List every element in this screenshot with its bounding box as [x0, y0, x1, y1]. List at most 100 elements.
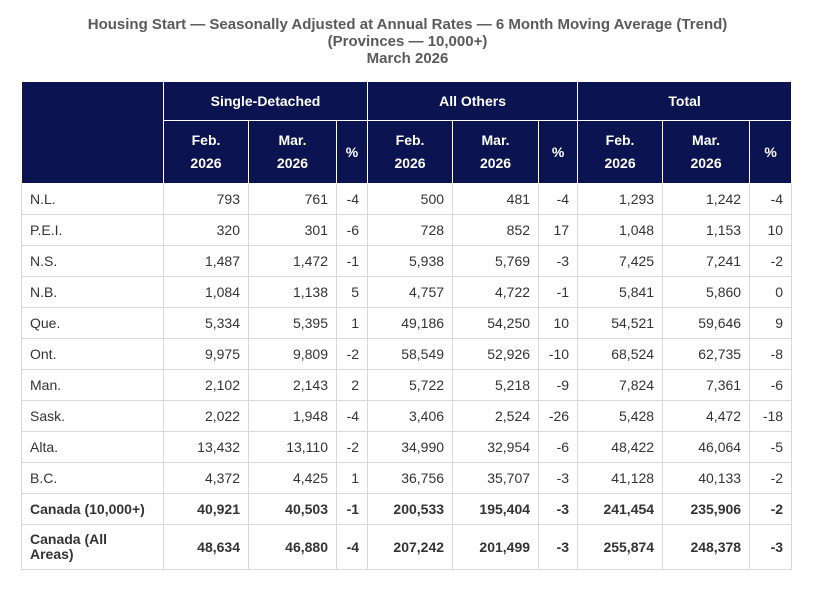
cell-t-feb: 1,048	[577, 214, 664, 246]
header-single-detached: Single-Detached	[162, 81, 369, 121]
cell-ao-mar: 5,769	[452, 245, 540, 277]
province-name: B.C.	[21, 462, 164, 494]
province-name: N.B.	[21, 276, 164, 308]
cell-ao-mar: 852	[452, 214, 540, 246]
header-ao-mar: Mar. 2026	[452, 120, 540, 184]
cell-t-mar: 1,242	[662, 183, 751, 215]
cell-sd-pct: 2	[335, 369, 369, 401]
province-name: N.L.	[21, 183, 164, 215]
cell-t-pct: -4	[749, 183, 793, 215]
cell-sd-mar: 761	[248, 183, 337, 215]
cell-t-pct: -8	[749, 338, 793, 370]
cell-t-mar: 7,361	[662, 369, 751, 401]
cell-sd-mar: 5,395	[248, 307, 337, 339]
table-row: P.E.I. 320 301 -6 728 852 17 1,048 1,153…	[21, 214, 793, 246]
cell-t-feb: 5,841	[577, 276, 664, 308]
province-name: P.E.I.	[21, 214, 164, 246]
cell-t-feb: 5,428	[577, 400, 664, 432]
cell-ao-mar: 5,218	[452, 369, 540, 401]
province-name: Ont.	[21, 338, 164, 370]
table-row-canada-all-areas: Canada (All Areas) 48,634 46,880 -4 207,2…	[21, 524, 793, 570]
cell-ao-pct: -1	[538, 276, 579, 308]
cell-t-feb: 7,824	[577, 369, 664, 401]
cell-sd-pct: 1	[335, 462, 369, 494]
cell-t-mar: 4,472	[662, 400, 751, 432]
cell-t-mar: 248,378	[662, 524, 751, 570]
cell-sd-pct: -2	[335, 431, 369, 463]
cell-t-mar: 1,153	[662, 214, 751, 246]
cell-sd-mar: 1,472	[248, 245, 337, 277]
cell-ao-feb: 4,757	[367, 276, 454, 308]
cell-t-pct: -6	[749, 369, 793, 401]
cell-ao-feb: 58,549	[367, 338, 454, 370]
cell-sd-feb: 5,334	[163, 307, 249, 339]
table-row: Sask. 2,022 1,948 -4 3,406 2,524 -26 5,4…	[21, 400, 793, 432]
header-ao-pct: %	[538, 120, 579, 184]
table-row: B.C. 4,372 4,425 1 36,756 35,707 -3 41,1…	[21, 462, 793, 494]
cell-t-pct: 10	[749, 214, 793, 246]
cell-ao-feb: 500	[367, 183, 454, 215]
cell-sd-feb: 1,487	[163, 245, 249, 277]
cell-t-feb: 54,521	[577, 307, 664, 339]
cell-t-mar: 7,241	[662, 245, 751, 277]
cell-ao-feb: 3,406	[367, 400, 454, 432]
cell-t-mar: 40,133	[662, 462, 751, 494]
header-t-feb: Feb. 2026	[577, 120, 664, 184]
header-group-row: Single-Detached All Others Total	[21, 81, 793, 184]
header-sub-row: Feb. 2026 Mar. 2026 % Feb. 2026 Mar. 2026 % …	[22, 120, 793, 184]
header-total: Total	[577, 81, 793, 121]
cell-ao-pct: -3	[538, 245, 579, 277]
cell-sd-mar: 1,138	[248, 276, 337, 308]
cell-ao-pct: -9	[538, 369, 579, 401]
cell-sd-feb: 793	[163, 183, 249, 215]
cell-sd-mar: 40,503	[248, 493, 337, 525]
cell-sd-pct: -6	[335, 214, 369, 246]
cell-t-feb: 48,422	[577, 431, 664, 463]
cell-ao-pct: 17	[538, 214, 579, 246]
title-line-2: (Provinces — 10,000+)	[327, 33, 488, 50]
cell-sd-mar: 13,110	[248, 431, 337, 463]
cell-sd-pct: -2	[335, 338, 369, 370]
cell-sd-feb: 13,432	[163, 431, 249, 463]
province-name: N.S.	[21, 245, 164, 277]
cell-ao-pct: -6	[538, 431, 579, 463]
table-row: Alta. 13,432 13,110 -2 34,990 32,954 -6 …	[21, 431, 793, 463]
cell-t-mar: 235,906	[662, 493, 751, 525]
cell-sd-feb: 2,102	[163, 369, 249, 401]
cell-t-pct: 9	[749, 307, 793, 339]
cell-t-feb: 41,128	[577, 462, 664, 494]
table-row: Man. 2,102 2,143 2 5,722 5,218 -9 7,824 …	[21, 369, 793, 401]
header-sd-pct: %	[335, 120, 369, 184]
cell-t-pct: -18	[749, 400, 793, 432]
cell-t-mar: 5,860	[662, 276, 751, 308]
title-line-1: Housing Start — Seasonally Adjusted at A…	[87, 16, 728, 33]
cell-sd-mar: 1,948	[248, 400, 337, 432]
cell-ao-mar: 195,404	[452, 493, 540, 525]
cell-sd-mar: 2,143	[248, 369, 337, 401]
table-row: N.B. 1,084 1,138 5 4,757 4,722 -1 5,841 …	[21, 276, 793, 308]
cell-t-feb: 1,293	[577, 183, 664, 215]
province-name: Alta.	[21, 431, 164, 463]
cell-t-pct: 0	[749, 276, 793, 308]
cell-sd-pct: -4	[335, 524, 369, 570]
cell-sd-mar: 9,809	[248, 338, 337, 370]
cell-t-feb: 68,524	[577, 338, 664, 370]
table-row: Que. 5,334 5,395 1 49,186 54,250 10 54,5…	[21, 307, 793, 339]
cell-sd-feb: 9,975	[163, 338, 249, 370]
cell-sd-mar: 301	[248, 214, 337, 246]
cell-ao-mar: 54,250	[452, 307, 540, 339]
cell-ao-mar: 2,524	[452, 400, 540, 432]
cell-ao-mar: 32,954	[452, 431, 540, 463]
cell-t-feb: 255,874	[577, 524, 664, 570]
cell-sd-pct: -4	[335, 400, 369, 432]
cell-t-pct: -2	[749, 462, 793, 494]
cell-ao-feb: 200,533	[367, 493, 454, 525]
cell-sd-feb: 40,921	[163, 493, 249, 525]
cell-ao-feb: 728	[367, 214, 454, 246]
cell-ao-pct: -3	[538, 524, 579, 570]
cell-ao-pct: 10	[538, 307, 579, 339]
cell-t-mar: 62,735	[662, 338, 751, 370]
cell-sd-mar: 46,880	[248, 524, 337, 570]
header-corner	[21, 81, 164, 184]
cell-ao-pct: -10	[538, 338, 579, 370]
